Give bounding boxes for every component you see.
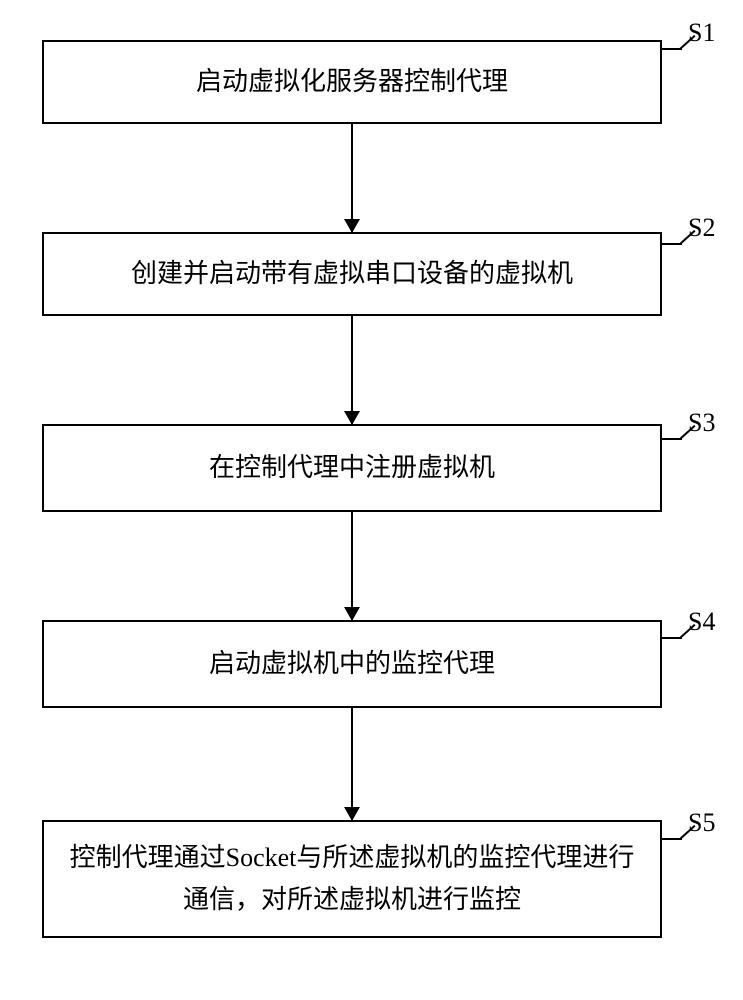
step-text-s2: 创建并启动带有虚拟串口设备的虚拟机 bbox=[131, 253, 573, 295]
step-label-s2: S2 bbox=[688, 213, 715, 243]
step-box-s3: 在控制代理中注册虚拟机 bbox=[42, 424, 662, 512]
step-box-s1: 启动虚拟化服务器控制代理 bbox=[42, 40, 662, 124]
connector-s4-s5 bbox=[351, 708, 353, 820]
arrow-icon bbox=[344, 607, 360, 621]
arrow-icon bbox=[344, 411, 360, 425]
step-label-s1: S1 bbox=[688, 18, 715, 48]
arrow-icon bbox=[344, 219, 360, 233]
step-label-s5: S5 bbox=[688, 808, 715, 838]
step-label-s4: S4 bbox=[688, 607, 715, 637]
step-box-s2: 创建并启动带有虚拟串口设备的虚拟机 bbox=[42, 232, 662, 316]
step-text-s3: 在控制代理中注册虚拟机 bbox=[209, 447, 495, 489]
step-box-s4: 启动虚拟机中的监控代理 bbox=[42, 620, 662, 708]
step-text-s5: 控制代理通过Socket与所述虚拟机的监控代理进行通信，对所述虚拟机进行监控 bbox=[64, 837, 640, 920]
connector-s1-s2 bbox=[351, 124, 353, 232]
step-box-s5: 控制代理通过Socket与所述虚拟机的监控代理进行通信，对所述虚拟机进行监控 bbox=[42, 820, 662, 938]
step-text-s1: 启动虚拟化服务器控制代理 bbox=[196, 61, 508, 103]
connector-s2-s3 bbox=[351, 316, 353, 424]
connector-s3-s4 bbox=[351, 512, 353, 620]
step-label-s3: S3 bbox=[688, 408, 715, 438]
step-text-s4: 启动虚拟机中的监控代理 bbox=[209, 643, 495, 685]
flowchart-container: 启动虚拟化服务器控制代理 创建并启动带有虚拟串口设备的虚拟机 在控制代理中注册虚… bbox=[42, 40, 662, 938]
arrow-icon bbox=[344, 807, 360, 821]
